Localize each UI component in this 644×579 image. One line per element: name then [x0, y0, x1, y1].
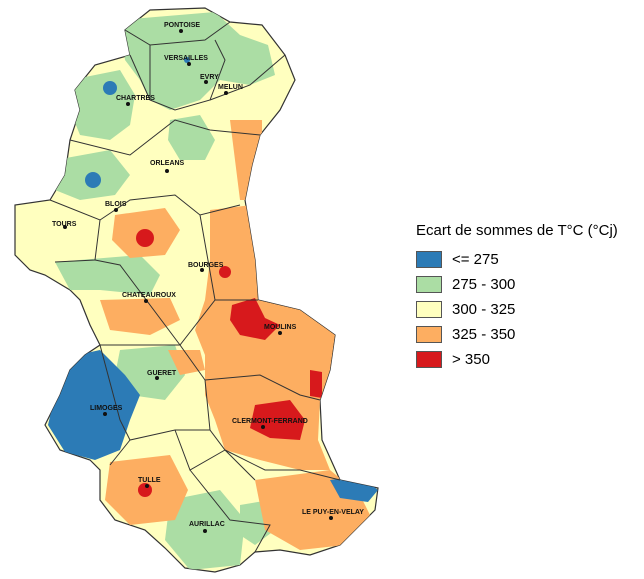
city-dot-melun [224, 91, 228, 95]
city-dot-moulins [278, 331, 282, 335]
city-dot-clermont [261, 425, 265, 429]
legend-swatch [416, 251, 442, 268]
city-dot-versailles [187, 62, 191, 66]
city-label-aurillac: AURILLAC [189, 521, 225, 528]
legend-item: <= 275 [416, 247, 638, 272]
city-dot-gueret [155, 376, 159, 380]
legend-label: 275 - 300 [452, 276, 516, 293]
legend-item: 300 - 325 [416, 297, 638, 322]
city-label-tours: TOURS [52, 221, 77, 228]
city-label-versailles: VERSAILLES [164, 55, 208, 62]
department-borders [49, 21, 341, 553]
zone-red-clermont [250, 400, 305, 440]
legend-item: > 350 [416, 347, 638, 372]
city-label-chateauroux: CHATEAUROUX [122, 292, 176, 299]
city-dot-evry [204, 80, 208, 84]
zone-red-moulins [230, 298, 280, 340]
legend-swatch [416, 351, 442, 368]
city-label-chartres: CHARTRES [116, 95, 155, 102]
zone-green-center [55, 255, 160, 295]
zone-green-loire [168, 115, 215, 160]
legend-item: 325 - 350 [416, 322, 638, 347]
legend-label: 300 - 325 [452, 301, 516, 318]
city-dot-orleans [165, 169, 169, 173]
city-dot-tours [63, 225, 67, 229]
zone-green-north [120, 12, 275, 110]
city-dot-limoges [103, 412, 107, 416]
zone-red-east [310, 370, 322, 398]
city-label-melun: MELUN [218, 84, 243, 91]
city-label-pontoise: PONTOISE [164, 22, 200, 29]
legend-swatch [416, 276, 442, 293]
city-markers: PONTOISE VERSAILLES EVRY MELUN CHARTRES … [52, 22, 364, 533]
legend-swatch [416, 301, 442, 318]
zone-red-blois [136, 229, 154, 247]
legend-label: 325 - 350 [452, 326, 516, 343]
city-label-evry: EVRY [200, 74, 219, 81]
zone-blue-limoges [48, 350, 140, 460]
city-dot-chateauroux [144, 299, 148, 303]
zone-blue-versailles [184, 57, 190, 63]
zone-red-tulle [138, 483, 152, 497]
city-label-tulle: TULLE [138, 477, 161, 484]
city-label-lepuy: LE PUY-EN-VELAY [302, 509, 364, 516]
zone-blue-chartres [103, 81, 117, 95]
legend-item: 275 - 300 [416, 272, 638, 297]
legend-swatch [416, 326, 442, 343]
city-dot-pontoise [179, 29, 183, 33]
city-label-moulins: MOULINS [264, 324, 297, 331]
legend-label: > 350 [452, 351, 490, 368]
zone-red-bourges [219, 266, 231, 278]
zone-blue-west [85, 172, 101, 188]
choropleth-map: PONTOISE VERSAILLES EVRY MELUN CHARTRES … [14, 7, 379, 573]
city-label-clermont: CLERMONT-FERRAND [232, 418, 308, 425]
city-dot-chartres [126, 102, 130, 106]
zone-orange-indre [100, 298, 180, 335]
city-dot-aurillac [203, 529, 207, 533]
city-label-bourges: BOURGES [188, 262, 224, 269]
city-label-gueret: GUERET [147, 370, 177, 377]
city-dot-blois [114, 208, 118, 212]
city-dot-bourges [200, 268, 204, 272]
city-dot-lepuy [329, 516, 333, 520]
city-label-limoges: LIMOGES [90, 405, 123, 412]
map: PONTOISE VERSAILLES EVRY MELUN CHARTRES … [14, 7, 379, 573]
legend: Ecart de sommes de T°C (°Cj) <= 275 275 … [416, 222, 638, 372]
legend-title: Ecart de sommes de T°C (°Cj) [416, 222, 618, 239]
zone-orange-creuse [168, 350, 205, 375]
legend-label: <= 275 [452, 251, 499, 268]
zone-green-chartres [70, 70, 135, 140]
city-dot-tulle [145, 484, 149, 488]
city-label-orleans: ORLEANS [150, 160, 185, 167]
city-label-blois: BLOIS [105, 201, 127, 208]
